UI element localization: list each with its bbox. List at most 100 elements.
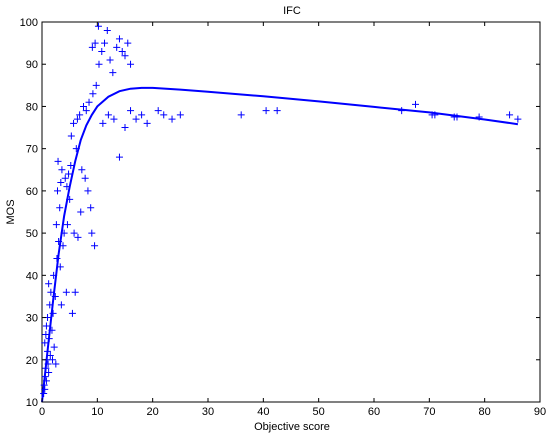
data-point <box>91 39 99 47</box>
plot-area <box>40 21 541 403</box>
data-point <box>67 162 75 170</box>
data-point <box>99 119 107 127</box>
data-point <box>74 233 82 241</box>
data-point <box>71 288 79 296</box>
data-point <box>52 360 60 368</box>
data-point <box>110 115 118 123</box>
x-tick-label: 80 <box>479 406 491 418</box>
data-point <box>115 153 123 161</box>
data-point <box>54 157 62 165</box>
data-point <box>70 119 78 127</box>
chart-title: IFC <box>283 5 301 17</box>
data-point <box>138 111 146 119</box>
x-tick-label: 60 <box>368 406 380 418</box>
data-point <box>176 111 184 119</box>
data-point <box>121 52 129 60</box>
data-point <box>63 221 71 229</box>
data-point <box>154 107 162 115</box>
y-tick-label: 100 <box>20 17 38 29</box>
data-point <box>113 43 121 51</box>
data-point <box>77 208 85 216</box>
x-tick-label: 30 <box>202 406 214 418</box>
y-tick-label: 50 <box>26 228 38 240</box>
data-point <box>53 187 61 195</box>
data-point <box>56 204 64 212</box>
x-tick-label: 70 <box>423 406 435 418</box>
data-point <box>121 124 129 132</box>
data-point <box>160 111 168 119</box>
x-tick-label: 90 <box>534 406 546 418</box>
data-point <box>109 69 117 77</box>
x-tick-label: 20 <box>147 406 159 418</box>
data-point <box>57 178 65 186</box>
x-tick-label: 40 <box>257 406 269 418</box>
y-axis-label: MOS <box>5 199 17 224</box>
data-point <box>45 368 53 376</box>
data-point <box>87 204 95 212</box>
y-tick-label: 60 <box>26 186 38 198</box>
data-point <box>412 100 419 108</box>
data-point <box>76 111 84 119</box>
data-point <box>78 166 86 174</box>
data-point <box>514 115 522 123</box>
data-point <box>62 288 70 296</box>
data-point <box>85 98 93 106</box>
y-tick-label: 10 <box>26 397 38 409</box>
data-point <box>262 107 270 115</box>
data-point <box>42 330 50 338</box>
data-point <box>273 107 281 115</box>
data-point <box>91 242 99 250</box>
data-point <box>67 132 75 140</box>
data-point <box>124 39 132 47</box>
data-point <box>82 107 90 115</box>
data-point <box>89 90 97 98</box>
data-point <box>58 166 66 174</box>
y-tick-label: 70 <box>26 144 38 156</box>
data-point <box>61 174 69 182</box>
data-point <box>50 343 58 351</box>
data-point <box>132 115 140 123</box>
data-point <box>41 339 49 347</box>
y-tick-label: 40 <box>26 270 38 282</box>
data-point <box>88 43 96 51</box>
x-tick-label: 10 <box>91 406 103 418</box>
data-point <box>68 309 76 317</box>
data-point <box>127 107 135 115</box>
data-point <box>237 111 245 119</box>
plot-frame <box>41 21 541 403</box>
data-point <box>65 170 73 178</box>
data-point <box>57 301 65 309</box>
data-point <box>101 39 109 47</box>
data-point <box>80 102 87 110</box>
y-tick-label: 30 <box>26 313 38 325</box>
data-point <box>94 22 102 30</box>
x-axis: 0 10 20 30 40 50 60 70 80 90 <box>39 22 546 418</box>
data-point <box>98 48 106 56</box>
data-point <box>84 187 92 195</box>
fit-curve <box>41 86 519 403</box>
x-tick-label: 50 <box>313 406 325 418</box>
data-point <box>506 111 514 119</box>
x-tick-label: 0 <box>39 406 45 418</box>
data-point <box>115 35 123 43</box>
data-point <box>106 56 114 64</box>
data-point <box>127 60 135 68</box>
data-point <box>168 115 176 123</box>
data-point <box>143 119 151 127</box>
data-point <box>49 356 57 364</box>
data-point <box>45 280 53 288</box>
y-tick-label: 20 <box>26 355 38 367</box>
y-tick-label: 80 <box>26 101 38 113</box>
y-tick-label: 90 <box>26 59 38 71</box>
data-point <box>42 322 50 330</box>
y-axis: 10 20 30 40 50 60 70 80 90 100 <box>20 17 540 409</box>
data-point <box>52 221 60 229</box>
data-point <box>88 229 96 237</box>
x-axis-label: Objective score <box>254 421 330 433</box>
data-point <box>81 174 89 182</box>
data-point <box>118 48 126 56</box>
data-point <box>103 26 111 34</box>
data-point <box>70 229 78 237</box>
